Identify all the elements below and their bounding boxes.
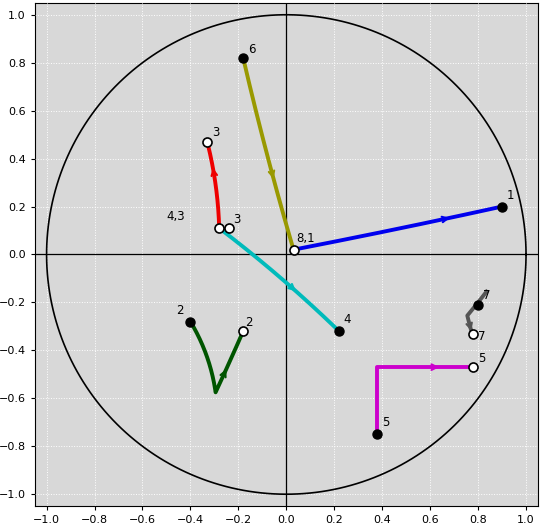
Text: 7: 7 — [483, 289, 490, 303]
Text: 2: 2 — [245, 316, 253, 329]
Text: 1: 1 — [507, 188, 515, 202]
Text: 6: 6 — [248, 43, 256, 55]
Text: 4,3: 4,3 — [166, 210, 185, 223]
Text: 3: 3 — [233, 213, 241, 225]
Text: 5: 5 — [382, 417, 390, 429]
Text: 4: 4 — [344, 314, 351, 326]
Text: 8,1: 8,1 — [296, 232, 314, 245]
Text: 2: 2 — [176, 304, 183, 317]
Text: 5: 5 — [478, 352, 485, 365]
Text: 7: 7 — [478, 330, 486, 343]
Text: 3: 3 — [212, 126, 219, 139]
